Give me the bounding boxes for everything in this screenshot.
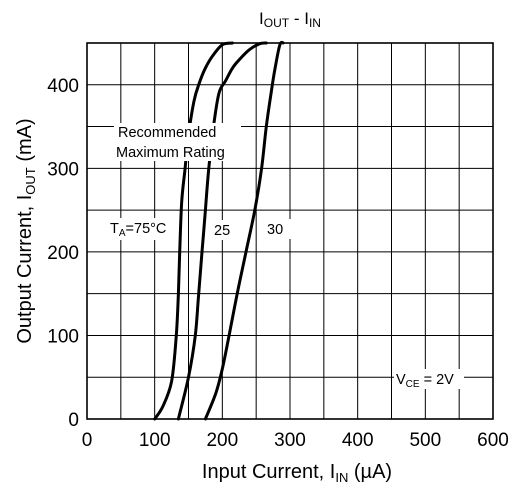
y-axis-title: Output Current, IOUT (mA)	[14, 118, 38, 343]
x-tick-label: 500	[409, 430, 441, 451]
annotation-30-bg	[264, 219, 292, 239]
annotation-25-bg	[211, 220, 239, 240]
x-tick-label: 400	[342, 430, 374, 451]
annotation-25: 25	[211, 220, 239, 240]
x-axis-title: Input Current, IIN (µA)	[202, 461, 392, 485]
annotation-recommended-line2: Maximum Rating	[116, 145, 225, 161]
annotation-25-label: 25	[214, 223, 230, 239]
x-tick-label: 0	[82, 430, 93, 451]
x-tick-label: 200	[206, 430, 238, 451]
annotation-vce-label: VCE = 2V	[396, 372, 454, 390]
grid	[87, 43, 493, 419]
annotation-ta-label: TA=75°C	[110, 221, 166, 239]
y-tick-label: 400	[47, 76, 79, 97]
annotation-vce-bg	[394, 369, 464, 389]
annotation-30: 30	[264, 219, 292, 239]
x-tick-label: 100	[139, 430, 171, 451]
annotation-ta-bg	[108, 218, 178, 240]
y-tick-label: 0	[68, 410, 79, 431]
tick-labels: 0 100 200 300 400 500 600 0 100 200 300 400	[47, 76, 509, 451]
plot-frame	[86, 42, 494, 420]
series-line-2	[203, 40, 285, 421]
y-tick-label: 100	[47, 326, 79, 347]
annotation-recommended-bg	[114, 123, 241, 161]
x-tick-label: 300	[274, 430, 306, 451]
y-tick-label: 300	[47, 159, 79, 180]
series-line-0	[153, 41, 234, 421]
annotation-vce: VCE = 2V	[394, 369, 464, 390]
annotation-recommended: Recommended Maximum Rating	[114, 123, 241, 161]
x-tick-label: 600	[477, 430, 509, 451]
y-tick-label: 200	[47, 243, 79, 264]
annotation-recommended-line1: Recommended	[118, 125, 216, 141]
annotation-30-label: 30	[267, 222, 283, 238]
annotation-ta: TA=75°C	[108, 218, 178, 240]
chart-title: IOUT - IIN	[259, 9, 321, 30]
